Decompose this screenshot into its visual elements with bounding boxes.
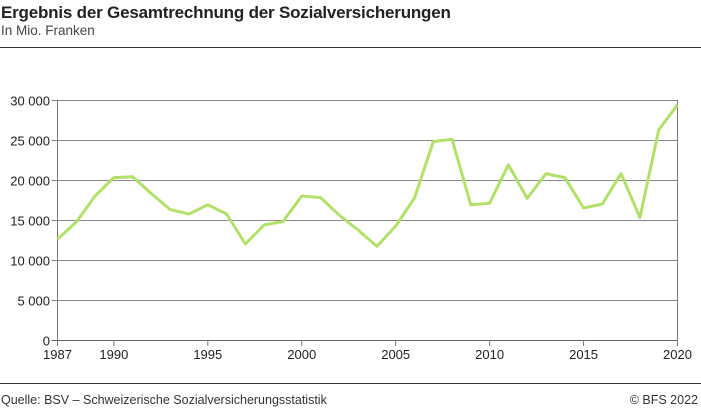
source-note: Quelle: BSV – Schweizerische Sozialversi…	[1, 393, 327, 407]
chart-title: Ergebnis der Gesamtrechnung der Sozialve…	[1, 3, 451, 22]
x-tick-label: 2010	[475, 347, 504, 362]
grid	[51, 100, 678, 346]
y-tick-label: 0	[43, 334, 50, 349]
y-tick-label: 15 000	[10, 214, 50, 229]
y-tick-label: 30 000	[10, 94, 50, 109]
header-divider	[0, 47, 701, 48]
x-tick-label: 2005	[381, 347, 410, 362]
x-tick-label: 1987	[43, 347, 72, 362]
x-tick-label: 2020	[663, 347, 692, 362]
y-axis-labels: 0 5 000 10 000 15 000 20 000 25 000 30 000	[10, 94, 50, 349]
x-axis-labels: 1987 1990 1995 2000 2005 2010 2015 2020	[43, 347, 692, 362]
x-tick-label: 2000	[287, 347, 316, 362]
x-tick-label: 1995	[193, 347, 222, 362]
y-tick-label: 5 000	[17, 294, 50, 309]
x-tick-label: 1990	[99, 347, 128, 362]
series-line	[56, 103, 679, 248]
copyright: © BFS 2022	[629, 393, 698, 407]
x-tick-label: 2015	[569, 347, 598, 362]
chart-subtitle: In Mio. Franken	[1, 23, 95, 38]
y-tick-label: 10 000	[10, 254, 50, 269]
y-tick-label: 25 000	[10, 134, 50, 149]
footer-divider	[0, 383, 701, 384]
line-chart: 0 5 000 10 000 15 000 20 000 25 000 30 000 198…	[10, 94, 692, 363]
y-tick-label: 20 000	[10, 174, 50, 189]
series-layer	[56, 103, 679, 248]
